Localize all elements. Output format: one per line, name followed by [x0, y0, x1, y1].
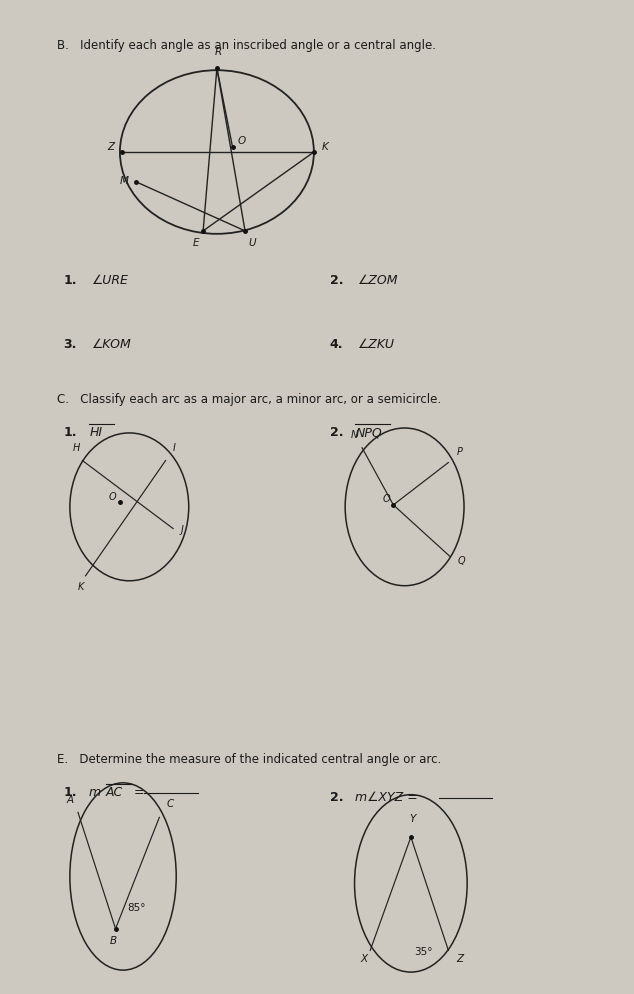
Text: E: E: [192, 238, 199, 248]
Text: 2.: 2.: [330, 791, 343, 804]
Text: 4.: 4.: [330, 338, 343, 351]
Text: Z: Z: [456, 954, 463, 964]
Text: =: =: [134, 786, 144, 799]
Text: 85°: 85°: [127, 903, 145, 912]
Text: O: O: [238, 136, 246, 146]
Text: H: H: [73, 442, 81, 452]
Text: m∠XYZ =: m∠XYZ =: [354, 791, 417, 804]
Text: Z: Z: [107, 142, 114, 152]
Text: I: I: [173, 442, 176, 452]
Text: R: R: [215, 48, 223, 58]
Text: ∠ZOM: ∠ZOM: [358, 273, 398, 286]
Text: ∠KOM: ∠KOM: [92, 338, 131, 351]
Text: M: M: [120, 176, 129, 186]
Text: C.   Classify each arc as a major arc, a minor arc, or a semicircle.: C. Classify each arc as a major arc, a m…: [57, 394, 441, 407]
Text: C: C: [167, 799, 174, 809]
Text: m: m: [89, 786, 101, 799]
Text: 1.: 1.: [63, 786, 77, 799]
Text: 2.: 2.: [330, 426, 343, 439]
Text: ∠URE: ∠URE: [92, 273, 129, 286]
Text: ∠ZKU: ∠ZKU: [358, 338, 395, 351]
Text: Y: Y: [409, 814, 415, 824]
Text: AC: AC: [106, 786, 124, 799]
Text: E.   Determine the measure of the indicated central angle or arc.: E. Determine the measure of the indicate…: [57, 753, 442, 766]
Text: K: K: [322, 142, 328, 152]
Text: 1.: 1.: [63, 273, 77, 286]
Text: Q: Q: [458, 556, 465, 566]
Text: J: J: [181, 526, 183, 536]
Text: B: B: [109, 936, 117, 946]
Text: U: U: [249, 238, 256, 248]
Text: O: O: [108, 492, 116, 502]
Text: 35°: 35°: [414, 947, 432, 957]
Text: NPQ: NPQ: [356, 426, 382, 439]
Text: 1.: 1.: [63, 426, 77, 439]
Text: 3.: 3.: [63, 338, 77, 351]
Text: K: K: [78, 581, 84, 591]
Text: P: P: [456, 446, 462, 456]
Text: A: A: [67, 794, 74, 804]
Text: X: X: [361, 954, 368, 964]
Text: 2.: 2.: [330, 273, 343, 286]
Text: B.   Identify each angle as an inscribed angle or a central angle.: B. Identify each angle as an inscribed a…: [57, 39, 436, 52]
Text: O: O: [383, 494, 391, 504]
Text: N: N: [351, 429, 358, 440]
Text: HI: HI: [90, 426, 103, 439]
